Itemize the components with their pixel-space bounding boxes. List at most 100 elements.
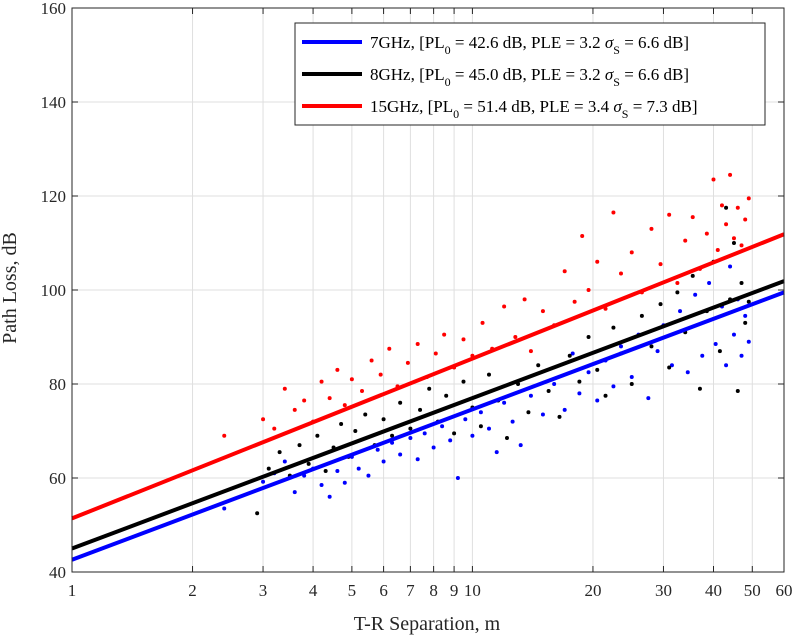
scatter-point-15ghz bbox=[704, 231, 709, 236]
scatter-point-7ghz bbox=[700, 353, 705, 358]
scatter-point-8ghz bbox=[546, 389, 551, 394]
scatter-point-15ghz bbox=[261, 417, 266, 422]
scatter-point-15ghz bbox=[735, 205, 740, 210]
fit-lines bbox=[71, 232, 785, 562]
scatter-point-8ghz bbox=[504, 436, 509, 441]
scatter-point-7ghz bbox=[618, 344, 623, 349]
scatter-point-15ghz bbox=[667, 212, 672, 217]
scatter-point-7ghz bbox=[611, 384, 616, 389]
scatter-point-7ghz bbox=[655, 349, 660, 354]
scatter-point-15ghz bbox=[378, 372, 383, 377]
scatter-point-15ghz bbox=[319, 379, 324, 384]
scatter-point-8ghz bbox=[639, 313, 644, 318]
scatter-point-15ghz bbox=[743, 217, 748, 222]
scatter-point-7ghz bbox=[342, 480, 347, 485]
scatter-point-7ghz bbox=[646, 396, 651, 401]
legend-8ghz-f: = 6.6 dB] bbox=[620, 65, 689, 84]
scatter-point-8ghz bbox=[697, 386, 702, 391]
scatter-point-15ghz bbox=[724, 222, 729, 227]
y-tick-label: 140 bbox=[41, 93, 67, 112]
scatter-point-7ghz bbox=[408, 436, 413, 441]
scatter-point-8ghz bbox=[408, 426, 413, 431]
scatter-point-15ghz bbox=[433, 351, 438, 356]
scatter-point-15ghz bbox=[739, 243, 744, 248]
x-axis-label: T-R Separation, m bbox=[354, 613, 501, 635]
scatter-point-7ghz bbox=[366, 473, 371, 478]
scatter-point-7ghz bbox=[486, 426, 491, 431]
scatter-point-8ghz bbox=[649, 344, 654, 349]
scatter-point-7ghz bbox=[518, 443, 523, 448]
scatter-point-15ghz bbox=[405, 360, 410, 365]
fit-line-8ghz bbox=[71, 279, 785, 551]
scatter-point-8ghz bbox=[486, 372, 491, 377]
scatter-point-15ghz bbox=[292, 407, 297, 412]
scatter-point-15ghz bbox=[302, 398, 307, 403]
legend-entry-15ghz: 15GHz, [PL0 = 51.4 dB, PLE = 3.4 σS = 7.… bbox=[370, 97, 698, 121]
scatter-point-8ghz bbox=[658, 302, 663, 307]
legend-8ghz-a: 8GHz, [PL bbox=[370, 65, 445, 84]
scatter-point-7ghz bbox=[707, 280, 712, 285]
scatter-point-8ghz bbox=[690, 273, 695, 278]
scatter-point-8ghz bbox=[427, 386, 432, 391]
x-tick-label: 6 bbox=[379, 581, 388, 600]
scatter-point-7ghz bbox=[282, 459, 287, 464]
scatter-point-8ghz bbox=[743, 320, 748, 325]
x-tick-label: 30 bbox=[655, 581, 672, 600]
scatter-point-8ghz bbox=[667, 365, 672, 370]
scatter-point-7ghz bbox=[335, 468, 340, 473]
scatter-point-15ghz bbox=[522, 297, 527, 302]
scatter-point-15ghz bbox=[715, 248, 720, 253]
scatter-point-7ghz bbox=[222, 506, 227, 511]
scatter-point-15ghz bbox=[728, 172, 733, 177]
scatter-point-15ghz bbox=[360, 389, 365, 394]
x-tick-label: 1 bbox=[68, 581, 77, 600]
legend-15ghz-f: = 7.3 dB] bbox=[628, 97, 697, 116]
legend-8ghz-c: = 45.0 dB, PLE = 3.2 bbox=[451, 65, 605, 84]
scatter-point-7ghz bbox=[713, 342, 718, 347]
y-tick-label: 40 bbox=[49, 563, 66, 582]
scatter-point-8ghz bbox=[461, 379, 466, 384]
x-tick-label: 8 bbox=[429, 581, 438, 600]
scatter-point-7ghz bbox=[440, 424, 445, 429]
scatter-point-7ghz bbox=[562, 407, 567, 412]
scatter-point-8ghz bbox=[306, 461, 311, 466]
x-tick-label: 60 bbox=[776, 581, 793, 600]
scatter-point-15ghz bbox=[272, 426, 277, 431]
scatter-point-8ghz bbox=[577, 379, 582, 384]
scatter-point-8ghz bbox=[717, 349, 722, 354]
scatter-point-15ghz bbox=[683, 238, 688, 243]
scatter-point-15ghz bbox=[649, 226, 654, 231]
scatter-point-15ghz bbox=[611, 210, 616, 215]
scatter-point-7ghz bbox=[552, 382, 557, 386]
legend-7ghz-a: 7GHz, [PL bbox=[370, 33, 445, 52]
scatter-point-15ghz bbox=[586, 288, 591, 292]
y-tick-label: 100 bbox=[41, 281, 67, 300]
x-tick-label: 7 bbox=[406, 581, 415, 600]
scatter-point-15ghz bbox=[595, 259, 600, 264]
scatter-point-8ghz bbox=[353, 429, 358, 433]
legend-7ghz-f: = 6.6 dB] bbox=[620, 33, 689, 52]
scatter-point-15ghz bbox=[335, 367, 340, 372]
legend-15ghz-a: 15GHz, [PL bbox=[370, 97, 453, 116]
scatter-point-7ghz bbox=[470, 433, 475, 438]
scatter-point-8ghz bbox=[478, 424, 483, 429]
scatter-point-15ghz bbox=[387, 346, 392, 351]
scatter-point-8ghz bbox=[452, 431, 457, 436]
scatter-point-7ghz bbox=[739, 353, 744, 358]
y-axis-label: Path Loss, dB bbox=[0, 232, 21, 344]
scatter-point-15ghz bbox=[562, 269, 567, 274]
legend-8ghz-sigma: σ bbox=[605, 65, 614, 84]
scatter-point-8ghz bbox=[675, 290, 680, 295]
scatter-point-7ghz bbox=[415, 457, 420, 462]
scatter-point-8ghz bbox=[724, 205, 729, 210]
fit-line-7ghz bbox=[71, 290, 785, 562]
scatter-point-7ghz bbox=[570, 351, 575, 356]
scatter-point-15ghz bbox=[222, 433, 227, 438]
scatter-point-8ghz bbox=[536, 363, 541, 368]
scatter-point-7ghz bbox=[728, 264, 733, 269]
legend-7ghz-c: = 42.6 dB, PLE = 3.2 bbox=[451, 33, 605, 52]
scatter-point-15ghz bbox=[369, 358, 374, 363]
x-tick-label: 20 bbox=[584, 581, 601, 600]
scatter-point-7ghz bbox=[595, 398, 600, 403]
scatter-point-15ghz bbox=[618, 271, 623, 276]
